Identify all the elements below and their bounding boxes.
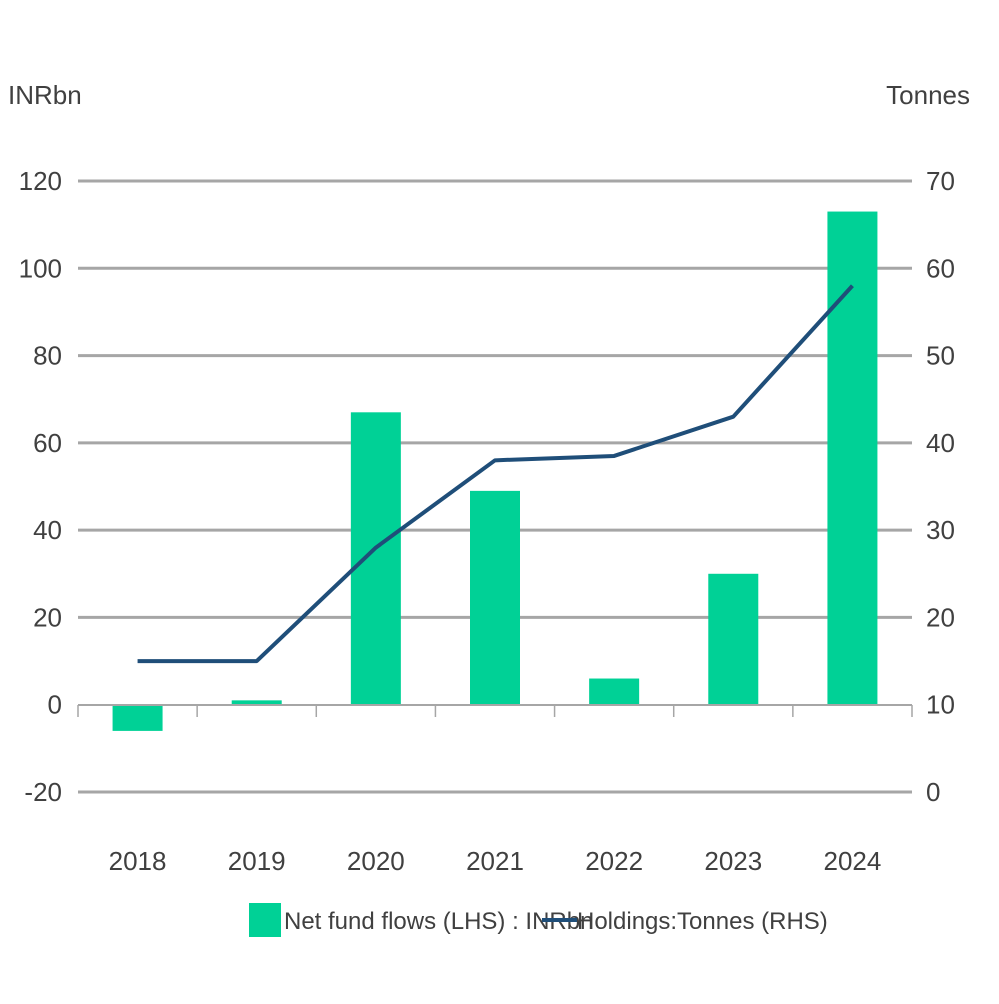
x-tick-label: 2023 <box>704 846 762 876</box>
bar <box>470 491 520 705</box>
left-tick-label: 20 <box>33 602 62 632</box>
right-tick-label: 20 <box>926 602 955 632</box>
left-axis-unit-label: INRbn <box>8 80 82 110</box>
bar <box>351 412 401 704</box>
left-tick-label: 80 <box>33 341 62 371</box>
x-tick-label: 2020 <box>347 846 405 876</box>
right-tick-label: 40 <box>926 428 955 458</box>
x-tick-label: 2024 <box>824 846 882 876</box>
bar <box>589 679 639 705</box>
left-tick-label: 60 <box>33 428 62 458</box>
right-tick-label: 30 <box>926 515 955 545</box>
right-tick-label: 10 <box>926 690 955 720</box>
left-tick-label: 100 <box>19 253 62 283</box>
bar <box>708 574 758 705</box>
bar <box>113 705 163 731</box>
bar <box>827 212 877 705</box>
axes <box>78 705 912 717</box>
left-tick-label: 120 <box>19 166 62 196</box>
bar-series <box>113 212 878 731</box>
x-tick-label: 2019 <box>228 846 286 876</box>
right-tick-label: 70 <box>926 166 955 196</box>
left-tick-label: 0 <box>48 690 62 720</box>
legend-bar-swatch <box>249 903 281 937</box>
x-tick-label: 2018 <box>109 846 167 876</box>
left-tick-label: -20 <box>24 777 62 807</box>
right-axis-unit-label: Tonnes <box>886 80 970 110</box>
left-tick-label: 40 <box>33 515 62 545</box>
right-tick-label: 50 <box>926 341 955 371</box>
right-tick-label: 60 <box>926 253 955 283</box>
x-tick-label: 2021 <box>466 846 524 876</box>
legend-line-label: Holdings:Tonnes (RHS) <box>577 908 828 935</box>
right-tick-label: 0 <box>926 777 940 807</box>
legend: Net fund flows (LHS) : INRbn Holdings:To… <box>249 903 828 937</box>
x-tick-label: 2022 <box>585 846 643 876</box>
